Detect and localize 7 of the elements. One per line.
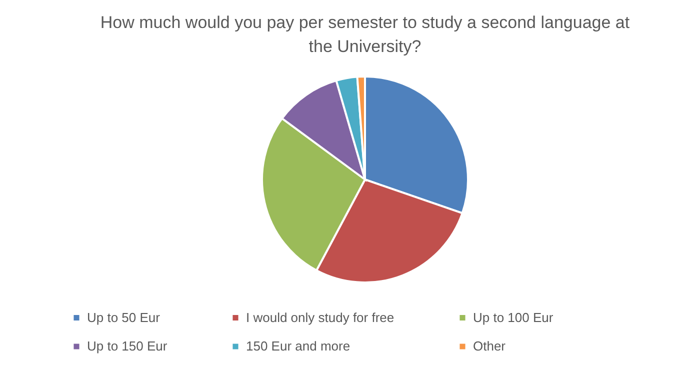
legend-label: I would only study for free	[246, 310, 394, 325]
legend-label: Up to 50 Eur	[87, 310, 161, 325]
legend-label: Up to 150 Eur	[87, 338, 168, 354]
legend-label: Up to 100 Eur	[473, 310, 554, 325]
legend-label: 150 Eur and more	[246, 338, 350, 354]
legend-label: Other	[473, 338, 506, 354]
chart-title: How much would you pay per semester to study a second language at the University?	[100, 13, 630, 56]
